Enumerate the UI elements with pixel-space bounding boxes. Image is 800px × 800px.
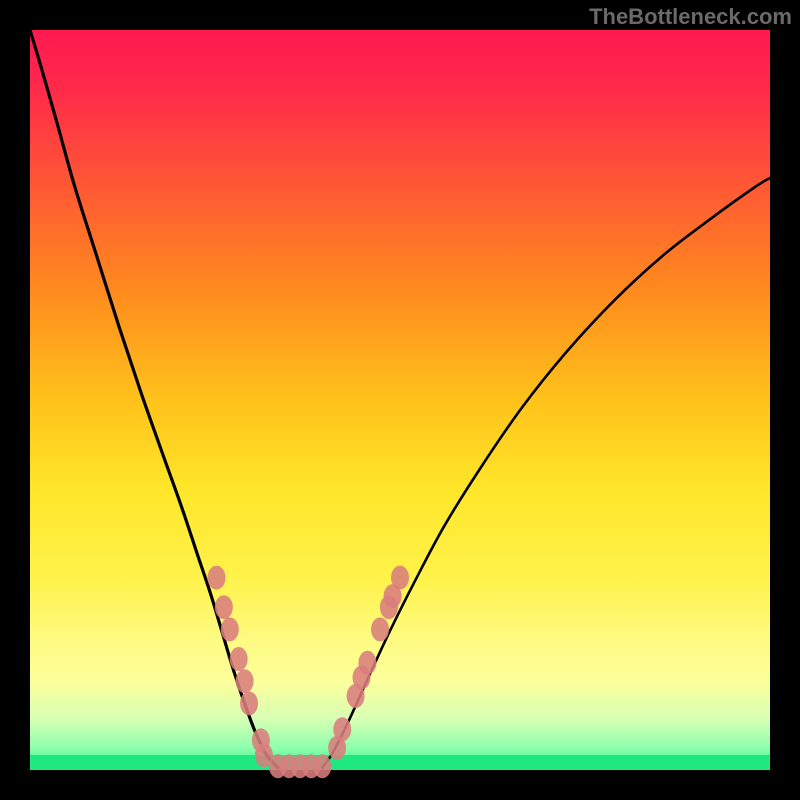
data-point xyxy=(215,595,233,619)
data-point xyxy=(371,617,389,641)
watermark-text: TheBottleneck.com xyxy=(589,4,792,30)
data-point xyxy=(230,647,248,671)
plot-background xyxy=(30,30,770,770)
chart-container: TheBottleneck.com xyxy=(0,0,800,800)
data-point xyxy=(207,566,225,590)
data-point xyxy=(236,669,254,693)
data-point xyxy=(358,651,376,675)
zero-bottleneck-band xyxy=(30,755,770,770)
data-point xyxy=(313,754,331,778)
data-point xyxy=(240,691,258,715)
data-point xyxy=(391,566,409,590)
data-point xyxy=(333,717,351,741)
data-point xyxy=(221,617,239,641)
bottleneck-curve-chart xyxy=(0,0,800,800)
